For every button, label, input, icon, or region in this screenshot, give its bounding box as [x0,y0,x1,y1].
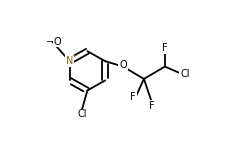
Text: O: O [53,37,61,47]
Text: −: − [45,37,52,46]
Text: Cl: Cl [180,69,190,79]
Text: O: O [119,60,127,70]
Text: F: F [162,43,168,53]
Text: N: N [66,56,73,66]
Text: Cl: Cl [77,109,87,119]
Text: F: F [130,92,136,102]
Text: +: + [71,53,77,59]
Text: F: F [149,101,154,111]
